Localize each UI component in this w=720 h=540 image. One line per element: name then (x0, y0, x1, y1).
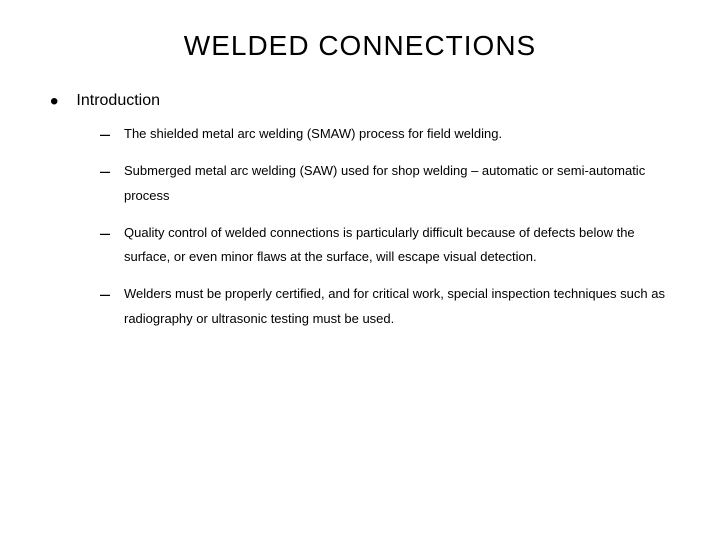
dash-icon: – (100, 221, 114, 246)
slide-title: WELDED CONNECTIONS (40, 30, 680, 62)
dash-icon: – (100, 159, 114, 184)
list-item-text: Quality control of welded connections is… (124, 221, 680, 270)
list-item: – Submerged metal arc welding (SAW) used… (100, 159, 680, 208)
list-item: – The shielded metal arc welding (SMAW) … (100, 122, 680, 147)
section-heading: Introduction (76, 92, 160, 110)
bullet-icon: • (50, 90, 58, 114)
bullet-section: • Introduction (40, 92, 680, 114)
sub-list: – The shielded metal arc welding (SMAW) … (100, 122, 680, 331)
list-item-text: Submerged metal arc welding (SAW) used f… (124, 159, 680, 208)
dash-icon: – (100, 282, 114, 307)
list-item: – Quality control of welded connections … (100, 221, 680, 270)
list-item: – Welders must be properly certified, an… (100, 282, 680, 331)
list-item-text: The shielded metal arc welding (SMAW) pr… (124, 122, 502, 147)
list-item-text: Welders must be properly certified, and … (124, 282, 680, 331)
dash-icon: – (100, 122, 114, 147)
